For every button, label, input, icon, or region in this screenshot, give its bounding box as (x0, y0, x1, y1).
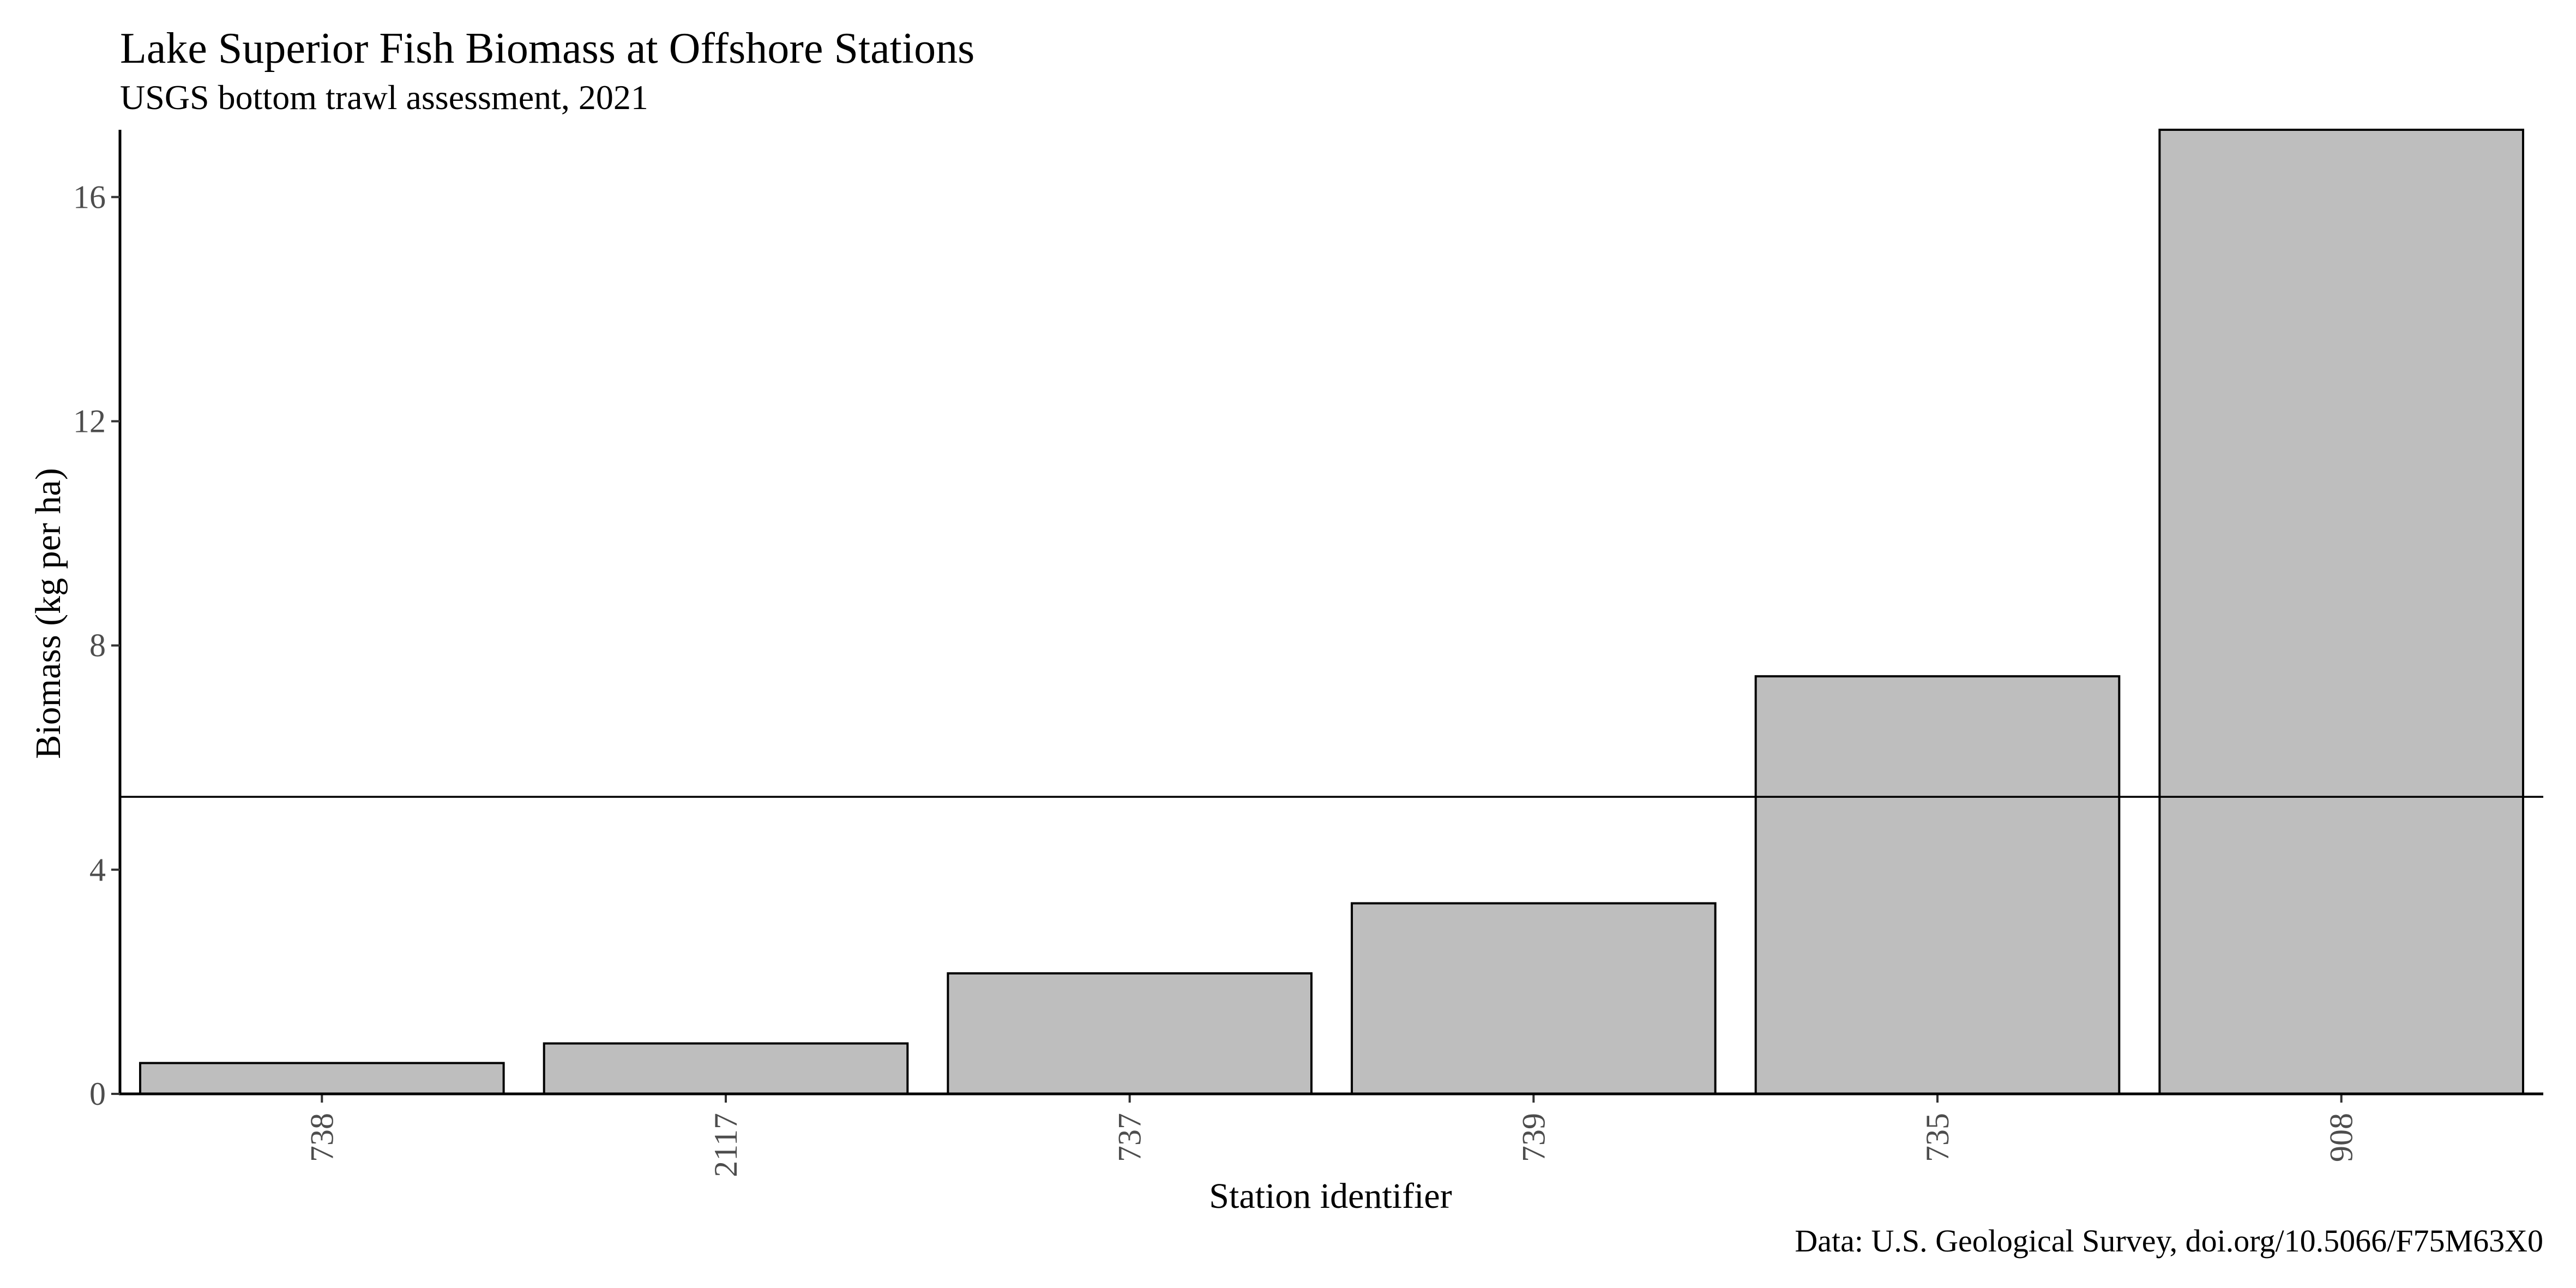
y-tick-label-16: 16 (73, 179, 106, 215)
y-tick-label-4: 4 (89, 852, 106, 888)
x-tick-label-735: 735 (1919, 1113, 1955, 1162)
y-tick-label-8: 8 (89, 628, 106, 664)
x-tick-label-738: 738 (304, 1113, 340, 1162)
x-tick-label-908: 908 (2324, 1113, 2360, 1162)
chart-subtitle: USGS bottom trawl assessment, 2021 (120, 78, 648, 117)
bar-737 (947, 972, 1313, 1095)
data-source-caption: Data: U.S. Geological Survey, doi.org/10… (1795, 1223, 2543, 1259)
bar-908 (2158, 129, 2524, 1095)
chart-title: Lake Superior Fish Biomass at Offshore S… (120, 25, 974, 73)
bar-2117 (543, 1042, 909, 1096)
x-tick-label-2117: 2117 (708, 1113, 744, 1177)
bar-735 (1754, 675, 2121, 1096)
bar-739 (1351, 902, 1717, 1095)
bar-738 (139, 1062, 505, 1095)
x-tick-label-737: 737 (1112, 1113, 1148, 1162)
y-tick-label-0: 0 (89, 1076, 106, 1112)
y-tick-label-12: 12 (73, 404, 106, 440)
y-axis-title: Biomass (kg per ha) (28, 468, 68, 759)
x-axis-title: Station identifier (1209, 1176, 1452, 1216)
plot-area: 738 2117 737 739 735 908 0 4 8 12 16 (73, 129, 2543, 1177)
x-tick-label-739: 739 (1515, 1113, 1551, 1162)
